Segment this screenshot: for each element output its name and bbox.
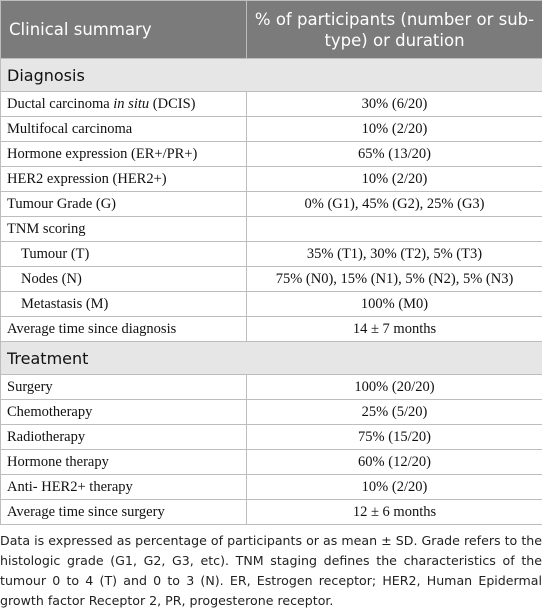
label-cell: TNM scoring <box>0 216 247 242</box>
table-row: Metastasis (M) 100% (M0) <box>0 291 542 317</box>
value-cell: 10% (2/20) <box>246 166 542 192</box>
value-cell: 100% (M0) <box>246 291 542 317</box>
value-cell: 10% (2/20) <box>246 474 542 500</box>
label-cell: Hormone expression (ER+/PR+) <box>0 141 247 167</box>
table-row: Tumour (T) 35% (T1), 30% (T2), 5% (T3) <box>0 241 542 267</box>
value-cell: 0% (G1), 45% (G2), 25% (G3) <box>246 191 542 217</box>
label-cell: Chemotherapy <box>0 399 247 425</box>
value-cell: 60% (12/20) <box>246 449 542 475</box>
section-title: Treatment <box>0 341 542 375</box>
label-cell: Anti- HER2+ therapy <box>0 474 247 500</box>
table-row: Nodes (N) 75% (N0), 15% (N1), 5% (N2), 5%… <box>0 266 542 292</box>
value-cell: 14 ± 7 months <box>246 316 542 342</box>
label-part: (DCIS) <box>152 95 196 112</box>
table-row: Tumour Grade (G) 0% (G1), 45% (G2), 25% (… <box>0 191 542 217</box>
header-cell: Clinical summary <box>0 0 247 59</box>
label-cell: Multifocal carcinoma <box>0 116 247 142</box>
label-cell: Tumour Grade (G) <box>0 191 247 217</box>
table-row: Multifocal carcinoma 10% (2/20) <box>0 116 542 142</box>
label-cell: HER2 expression (HER2+) <box>0 166 247 192</box>
label-part: Ductal carcinoma <box>7 95 110 112</box>
label-cell: Tumour (T) <box>0 241 247 267</box>
value-cell: 30% (6/20) <box>246 91 542 117</box>
table-row: TNM scoring <box>0 216 542 242</box>
header-row: Clinical summary % of participants (numb… <box>0 0 542 59</box>
value-cell: 65% (13/20) <box>246 141 542 167</box>
table-row: Average time since surgery 12 ± 6 months <box>0 499 542 525</box>
value-cell <box>246 216 542 242</box>
summary-table: Clinical summary % of participants (numb… <box>0 0 542 525</box>
section-title: Diagnosis <box>0 58 542 92</box>
label-cell: Surgery <box>0 374 247 400</box>
table-row: Chemotherapy 25% (5/20) <box>0 399 542 425</box>
label-cell: Ductal carcinoma in situ (DCIS) <box>0 91 247 117</box>
label-cell: Hormone therapy <box>0 449 247 475</box>
label-cell: Average time since diagnosis <box>0 316 247 342</box>
header-cell: % of participants (number or sub-type) o… <box>246 0 542 59</box>
label-cell: Average time since surgery <box>0 499 247 525</box>
footnote: Data is expressed as percentage of parti… <box>0 533 542 608</box>
table-row: Radiotherapy 75% (15/20) <box>0 424 542 450</box>
table-header: Clinical summary % of participants (numb… <box>0 0 542 59</box>
table-row: Hormone therapy 60% (12/20) <box>0 449 542 475</box>
value-cell: 10% (2/20) <box>246 116 542 142</box>
label-part: in situ <box>113 95 150 112</box>
value-cell: 100% (20/20) <box>246 374 542 400</box>
value-cell: 75% (N0), 15% (N1), 5% (N2), 5% (N3) <box>246 266 542 292</box>
label-cell: Metastasis (M) <box>0 291 247 317</box>
table-row: Anti- HER2+ therapy 10% (2/20) <box>0 474 542 500</box>
table-row: Surgery 100% (20/20) <box>0 374 542 400</box>
value-cell: 75% (15/20) <box>246 424 542 450</box>
table-row: Average time since diagnosis 14 ± 7 month… <box>0 316 542 342</box>
section-row: Diagnosis <box>0 58 542 92</box>
table-row: HER2 expression (HER2+) 10% (2/20) <box>0 166 542 192</box>
section-row: Treatment <box>0 341 542 375</box>
label-cell: Radiotherapy <box>0 424 247 450</box>
value-cell: 25% (5/20) <box>246 399 542 425</box>
value-cell: 12 ± 6 months <box>246 499 542 525</box>
table-row: Hormone expression (ER+/PR+) 65% (13/20) <box>0 141 542 167</box>
value-cell: 35% (T1), 30% (T2), 5% (T3) <box>246 241 542 267</box>
table-body: Diagnosis Ductal carcinoma in situ (DCIS)… <box>0 58 542 525</box>
label-cell: Nodes (N) <box>0 266 247 292</box>
table-row: Ductal carcinoma in situ (DCIS) 30% (6/20… <box>0 91 542 117</box>
